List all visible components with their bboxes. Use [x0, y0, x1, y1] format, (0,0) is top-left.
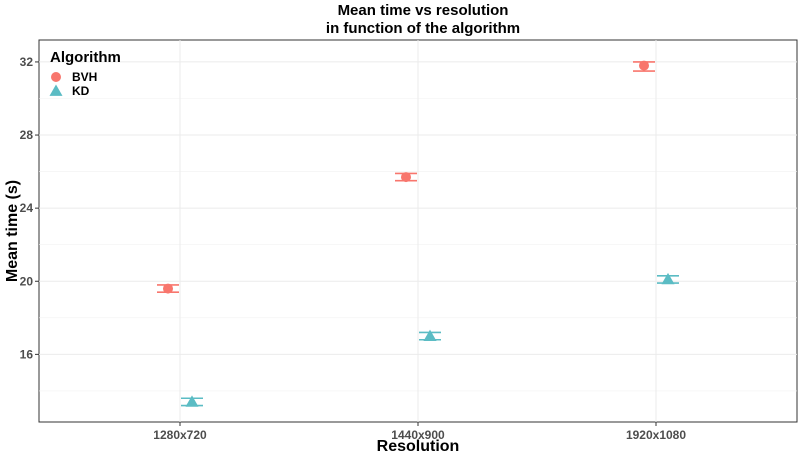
bvh-point: [163, 283, 173, 294]
y-tick-label: 32: [20, 55, 34, 69]
x-ticks: 1280x720 1440x900 1920x1080: [153, 422, 686, 442]
x-axis-title: Resolution: [377, 438, 460, 455]
bvh-point-group: [157, 283, 179, 294]
y-ticks: 16 20 24 28 32: [20, 55, 39, 361]
data-marks: [157, 60, 679, 407]
bvh-point-group: [633, 60, 655, 72]
y-tick-label: 20: [20, 274, 34, 288]
kd-point: [423, 329, 437, 341]
kd-point-group: [657, 272, 679, 285]
kd-point-group: [419, 329, 441, 341]
bvh-point-group: [395, 172, 417, 183]
y-tick-label: 16: [20, 347, 34, 361]
kd-point: [661, 272, 675, 285]
legend-label-kd: KD: [72, 84, 90, 98]
chart-title-line2: in function of the algorithm: [326, 20, 520, 37]
y-tick-label: 28: [20, 128, 34, 142]
x-tick-label: 1920x1080: [626, 428, 686, 442]
kd-point-group: [181, 395, 203, 407]
chart-title-line1: Mean time vs resolution: [338, 2, 509, 19]
legend-key-bvh: [51, 72, 61, 82]
legend-label-bvh: BVH: [72, 70, 97, 84]
x-tick-label: 1440x900: [391, 428, 445, 442]
bvh-point: [401, 172, 411, 183]
y-tick-label: 24: [20, 201, 34, 215]
x-tick-label: 1280x720: [153, 428, 207, 442]
legend-title: Algorithm: [50, 49, 121, 66]
y-axis-title: Mean time (s): [4, 180, 21, 282]
kd-point: [185, 395, 199, 407]
legend-key-kd: [49, 84, 63, 96]
bvh-point: [639, 60, 649, 71]
